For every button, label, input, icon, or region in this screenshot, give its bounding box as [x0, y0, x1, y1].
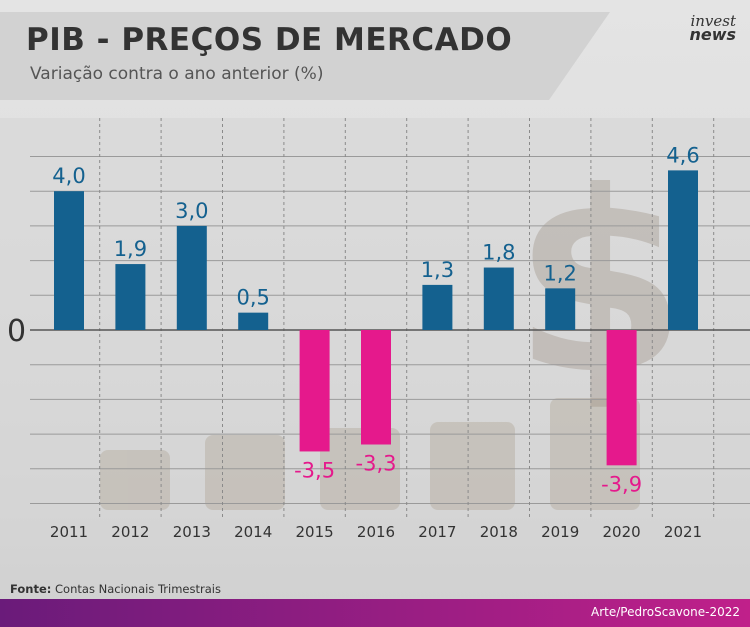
x-tick-label: 2016	[357, 523, 395, 541]
zero-axis-label: 0	[7, 314, 26, 349]
x-tick-label: 2017	[418, 523, 456, 541]
svg-text:$: $	[513, 138, 687, 429]
bar	[361, 330, 391, 445]
chart-subtitle: Variação contra o ano anterior (%)	[30, 64, 324, 84]
data-label: 4,0	[52, 164, 85, 188]
x-tick-label: 2020	[603, 523, 641, 541]
bar	[115, 264, 146, 330]
x-tick-label: 2019	[541, 523, 579, 541]
x-tick-label: 2018	[480, 523, 518, 541]
data-label: 1,3	[421, 258, 454, 282]
data-label: 3,0	[175, 199, 208, 223]
bar	[668, 170, 698, 330]
bar-chart: 0 4,0 2011 1,9 2012 3,0 2013 0,5 2014 -3,5 2015 -3,…	[7, 118, 750, 541]
logo-line-2: news	[689, 25, 736, 44]
dollar-sign-icon: $	[513, 138, 687, 429]
x-tick-label: 2013	[173, 523, 211, 541]
logo-line-1: invest	[690, 12, 736, 30]
data-label: -3,9	[601, 472, 642, 496]
bar	[238, 312, 269, 330]
source-note: Fonte: Contas Nacionais Trimestrais	[10, 582, 221, 596]
footer-credit: Arte/PedroScavone-2022	[591, 605, 740, 619]
bar	[176, 225, 207, 330]
source-label: Fonte:	[10, 582, 52, 596]
data-label: 0,5	[236, 286, 269, 310]
footer-band	[0, 599, 750, 627]
data-label: -3,5	[294, 458, 335, 482]
chart-title: PIB - PREÇOS DE MERCADO	[26, 22, 513, 58]
data-label: 1,9	[114, 237, 147, 261]
x-tick-label: 2014	[234, 523, 272, 541]
x-tick-label: 2012	[111, 523, 149, 541]
x-tick-label: 2015	[296, 523, 334, 541]
x-tick-label: 2011	[50, 523, 88, 541]
source-text: Contas Nacionais Trimestrais	[55, 582, 221, 596]
data-label: -3,3	[356, 452, 397, 476]
bar	[606, 330, 637, 466]
bar	[545, 288, 576, 330]
bar	[422, 284, 453, 330]
bar	[54, 191, 84, 330]
investnews-logo: invest news	[689, 12, 736, 44]
data-label: 4,6	[666, 143, 699, 167]
bar	[483, 267, 514, 330]
x-tick-label: 2021	[664, 523, 702, 541]
bar	[299, 330, 330, 452]
data-label: 1,8	[482, 241, 515, 265]
data-label: 1,2	[543, 261, 576, 285]
header-band	[0, 12, 610, 100]
